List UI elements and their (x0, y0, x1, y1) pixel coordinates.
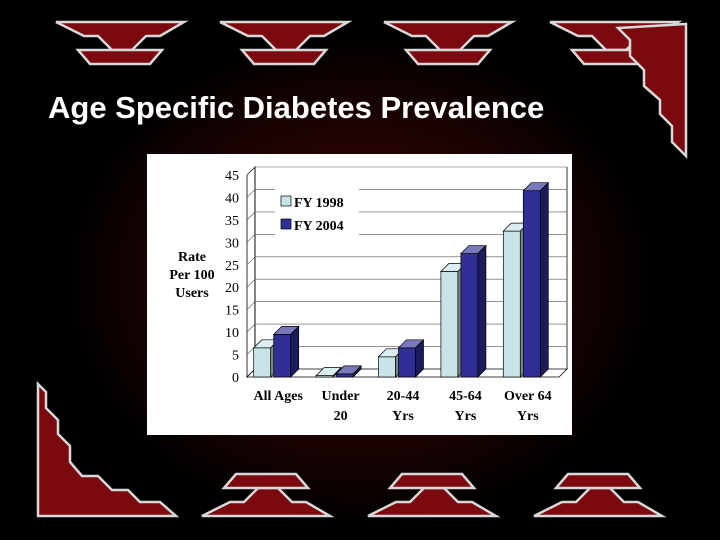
chart-panel: 0 5 10 15 20 25 30 35 40 45 All Ages Under 20 20-44 Y… (147, 154, 572, 435)
gridline-side (246, 279, 256, 288)
gridline-side (246, 234, 256, 243)
ornament-bottom-upper-1 (387, 472, 477, 490)
x-category-label: Under (322, 389, 360, 404)
legend-swatch (280, 195, 292, 207)
slide-title: Age Specific Diabetes Prevalence (48, 90, 545, 125)
ornament-top-lower-2 (403, 48, 493, 66)
x-category-label: Yrs (517, 409, 539, 424)
y-tick-label: 45 (225, 169, 239, 184)
x-category-label: Yrs (455, 409, 477, 424)
x-category-label: 20-44 (387, 389, 420, 404)
ornament-top-0 (55, 20, 189, 52)
ornament-top-1 (219, 20, 353, 52)
x-category-label: All Ages (254, 389, 304, 404)
bar-chart: 0 5 10 15 20 25 30 35 40 45 All Ages Under 20 20-44 Y… (169, 166, 568, 424)
bar-fy-1998-1 (315, 366, 342, 378)
gridline-side (246, 256, 256, 265)
y-tick-label: 30 (225, 236, 239, 251)
bar-fy-2004-4 (522, 181, 550, 378)
ornament-bottom-2 (533, 486, 667, 518)
y-tick-label: 25 (225, 259, 239, 274)
legend-swatch (280, 218, 292, 230)
x-axis-labels: All Ages Under 20 20-44 Yrs 45-64 Yrs Over 64 Yr… (254, 389, 552, 424)
ornament-top-lower-1 (239, 48, 329, 66)
y-tick-label: 5 (232, 349, 239, 364)
ornament-top-lower-0 (75, 48, 165, 66)
x-category-label: 45-64 (449, 389, 482, 404)
y-tick-label: 15 (225, 304, 239, 319)
x-category-label: Yrs (392, 409, 414, 424)
bar-fy-2004-1 (335, 365, 362, 378)
ornament-top-2 (383, 20, 517, 52)
y-axis-ticks: 0 5 10 15 20 25 30 35 40 45 (225, 169, 239, 386)
y-tick-label: 35 (225, 214, 239, 229)
y-axis-label: Rate Per 100 Users (169, 250, 214, 301)
ornament-bottom-1 (367, 486, 501, 518)
gridline-side (246, 323, 256, 333)
y-tick-label: 0 (232, 371, 239, 386)
chart-legend: FY 1998 FY 2004 (275, 188, 359, 238)
gridline-side (246, 211, 256, 221)
ornament-bottom-upper-2 (553, 472, 643, 490)
chart-bars (252, 181, 550, 378)
bar-fy-2004-2 (397, 338, 425, 378)
bar-fy-2004-3 (460, 244, 487, 378)
bar-fy-2004-0 (272, 325, 300, 378)
x-category-label: 20 (334, 409, 348, 424)
y-tick-label: 10 (225, 326, 239, 341)
gridline-side (246, 189, 256, 198)
ornament-corner-top-right (615, 22, 688, 160)
y-tick-label: 40 (225, 191, 239, 206)
ornament-corner-bottom-left (36, 380, 180, 518)
ornament-bottom-0 (201, 486, 335, 518)
gridline-side (246, 301, 256, 310)
gridline-side (246, 166, 256, 176)
chart-side-wall (246, 166, 256, 378)
legend-label: FY 1998 (294, 196, 344, 211)
legend-label: FY 2004 (294, 219, 344, 234)
ornament-bottom-upper-0 (221, 472, 311, 490)
y-tick-label: 20 (225, 281, 239, 296)
x-category-label: Over 64 (504, 389, 552, 404)
